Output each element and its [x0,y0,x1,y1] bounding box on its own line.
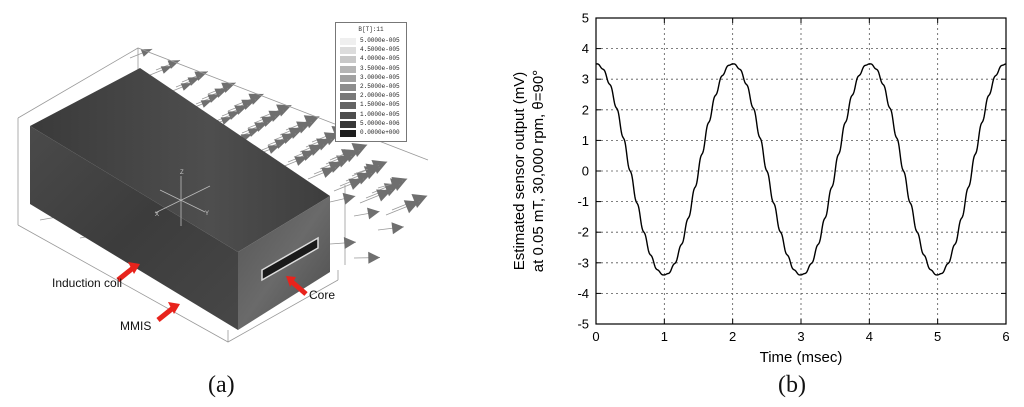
legend-label: 4.0000e-005 [360,55,400,62]
x-tick-label: 0 [592,329,599,344]
figure-a: Z X Y B[T]:11 5.0000e-005 4.5000e-005 4.00… [0,0,470,402]
legend-row: 2.0000e-005 [340,92,404,101]
legend-swatch [340,75,356,82]
field-legend: B[T]:11 5.0000e-005 4.5000e-005 4.0000e-00… [335,22,407,142]
legend-swatch [340,112,356,119]
y-tick-label: 4 [582,41,589,56]
y-tick-label: -1 [577,194,589,209]
axis-letter-y: Y [205,211,209,217]
y-tick-label: 0 [582,164,589,179]
legend-swatch [340,66,356,73]
y-tick-label: 3 [582,72,589,87]
legend-label: 0.0000e+000 [360,129,400,136]
x-tick-label: 2 [729,329,736,344]
field-arrow-head [294,157,308,166]
legend-row: 5.0000e-005 [340,37,404,46]
legend-row: 3.0000e-005 [340,74,404,83]
x-axis-label: Time (msec) [760,349,843,366]
y-tick-label: -4 [577,286,589,301]
y-tick-label: 5 [582,11,589,26]
legend-row: 5.0000e-006 [340,120,404,129]
core-label: Core [309,288,335,302]
induction-coil-label: Induction coil [52,276,122,290]
y-axis-label-2: at 0.05 mT, 30,000 rpm, θ=90° [530,70,547,272]
legend-swatch [340,47,356,54]
field-arrow-head [343,193,356,205]
x-tick-label: 4 [866,329,873,344]
figure-b: 0 1 2 3 4 5 6 -5 -4 -3 -2 -1 0 1 2 3 4 5 Time (msec) Estima… [470,0,1024,402]
sensor-output-chart: 0 1 2 3 4 5 6 -5 -4 -3 -2 -1 0 1 2 3 4 5 Time (msec) Estima… [470,0,1024,402]
field-arrow-head [268,145,281,154]
field-arrow-head [201,100,213,108]
legend-row: 0.0000e+000 [340,129,404,138]
legend-row: 1.5000e-005 [340,101,404,110]
legend-label: 1.0000e-005 [360,111,400,118]
legend-row: 4.0000e-005 [340,55,404,64]
legend-swatch [340,93,356,100]
x-tick-label: 3 [797,329,804,344]
legend-swatch [340,121,356,128]
legend-swatch [340,102,356,109]
x-tick-label: 6 [1002,329,1009,344]
y-axis-label: Estimated sensor output (mV) [511,72,528,270]
legend-swatch [340,130,356,137]
legend-row: 4.5000e-005 [340,46,404,55]
legend-swatch [340,56,356,63]
x-tick-label: 5 [934,329,941,344]
legend-row: 1.0000e-005 [340,111,404,120]
field-arrow-head [348,179,363,190]
legend-swatch [340,84,356,91]
field-arrow-head [367,208,380,220]
caption-a: (a) [208,372,235,399]
caption-b: (b) [778,372,806,399]
field-arrow-head [181,83,193,91]
field-arrow-head [161,66,173,74]
legend-label: 2.0000e-005 [360,92,400,99]
field-arrow-head [321,168,336,178]
axis-letter-x: X [155,212,159,218]
legend-label: 5.0000e-005 [360,37,400,44]
y-tick-label: 1 [582,133,589,148]
mmis-label: MMIS [120,319,151,333]
y-tick-label: -2 [577,225,589,240]
legend-label: 3.0000e-005 [360,74,400,81]
legend-label: 1.5000e-005 [360,101,400,108]
field-arrow-head [368,252,380,264]
legend-row: 2.5000e-005 [340,83,404,92]
y-tick-label: -5 [577,317,589,332]
field-arrow-head [344,237,356,249]
legend-label: 4.5000e-005 [360,46,400,53]
x-tick-label: 1 [661,329,668,344]
legend-label: 2.5000e-005 [360,83,400,90]
legend-swatch [340,38,356,45]
legend-row: 3.5000e-005 [340,65,404,74]
axis-letter-z: Z [180,170,184,176]
y-tick-label: 2 [582,102,589,117]
field-arrow-head [391,222,403,234]
legend-label: 3.5000e-005 [360,65,400,72]
y-tick-label: -3 [577,255,589,270]
legend-label: 5.0000e-006 [360,120,400,127]
legend-title: B[T]:11 [336,26,406,33]
